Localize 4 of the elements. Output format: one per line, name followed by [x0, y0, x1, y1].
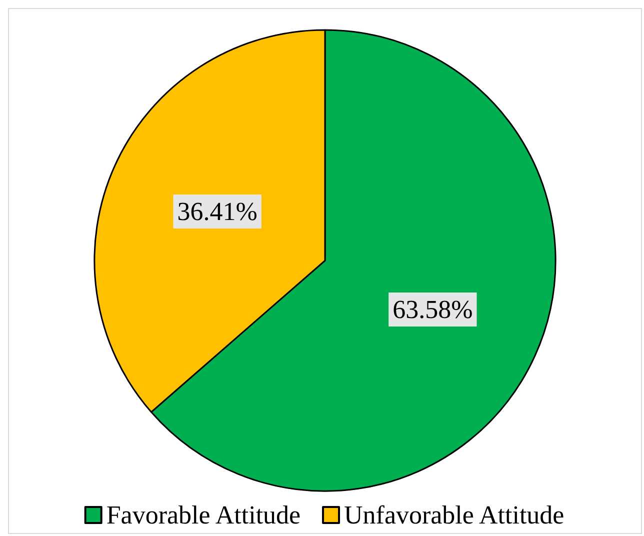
data-label: 36.41%: [177, 197, 258, 226]
legend-label: Unfavorable Attitude: [344, 500, 564, 530]
legend-label: Favorable Attitude: [106, 500, 301, 530]
data-label: 63.58%: [392, 294, 473, 324]
